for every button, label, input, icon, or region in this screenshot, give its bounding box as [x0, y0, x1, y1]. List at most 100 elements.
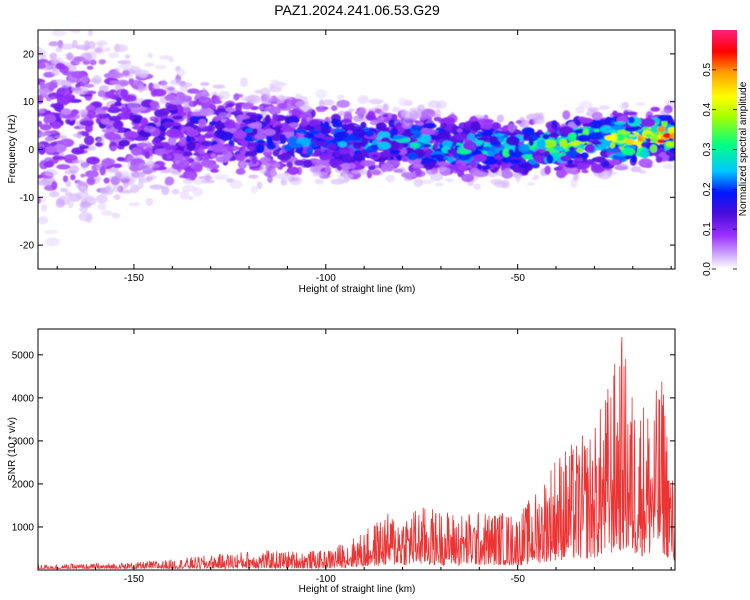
- heatmap-cell: [51, 181, 58, 190]
- heatmap-cell: [109, 89, 117, 93]
- heatmap-cell: [624, 127, 639, 132]
- heatmap-cell: [69, 164, 79, 174]
- heatmap-cell: [655, 156, 663, 163]
- heatmap-cell: [575, 162, 590, 170]
- heatmap-cell: [437, 166, 447, 173]
- heatmap-cell: [473, 171, 489, 178]
- heatmap-cell: [458, 164, 470, 171]
- heatmap-cell: [245, 159, 251, 163]
- heatmap-cell: [95, 40, 108, 47]
- heatmap-cell: [193, 164, 203, 173]
- heatmap-cell: [337, 141, 347, 148]
- heatmap-cell: [160, 79, 168, 90]
- heatmap-cell: [38, 146, 46, 155]
- heatmap-cell: [469, 159, 477, 167]
- heatmap-cell: [416, 121, 424, 126]
- heatmap-cell: [122, 70, 130, 76]
- heatmap-cell: [650, 106, 661, 112]
- heatmap-cell: [361, 137, 369, 146]
- heatmap-cell: [339, 148, 350, 155]
- heatmap-cell: [279, 134, 287, 145]
- heatmap-cell: [72, 159, 84, 164]
- heatmap-cell: [245, 150, 258, 157]
- snr-series-line: [38, 336, 675, 570]
- heatmap-cell: [357, 95, 369, 104]
- heatmap-cell: [117, 60, 132, 65]
- snr-frame: [37, 328, 676, 571]
- heatmap-cell: [114, 84, 120, 91]
- heatmap-cell: [44, 136, 55, 142]
- heatmap-cell: [96, 194, 108, 204]
- heatmap-cell: [99, 166, 106, 176]
- heatmap-cell: [38, 51, 45, 60]
- heatmap-cell: [528, 137, 534, 147]
- heatmap-cell: [163, 149, 170, 155]
- heatmap-cell: [473, 154, 487, 163]
- heatmap-cell: [408, 110, 419, 121]
- heatmap-cell: [127, 100, 140, 110]
- heatmap-cell: [380, 126, 390, 132]
- heatmap-cell: [543, 139, 557, 149]
- heatmap-cell: [52, 155, 66, 161]
- heatmap-cell: [584, 144, 595, 152]
- heatmap-cell: [53, 102, 65, 112]
- heatmap-cell: [131, 171, 140, 178]
- heatmap-cell: [481, 165, 491, 170]
- heatmap-cell: [533, 115, 545, 125]
- heatmap-cell: [123, 131, 139, 139]
- heatmap-cell: [574, 154, 582, 158]
- heatmap-cell: [213, 96, 219, 103]
- heatmap-cell: [109, 103, 117, 111]
- heatmap-cell: [159, 55, 173, 60]
- heatmap-cell: [102, 95, 109, 101]
- heatmap-cell: [314, 124, 322, 131]
- heatmap-cell: [86, 109, 97, 120]
- spectrogram-y-tick-label: 0: [28, 145, 34, 156]
- heatmap-cell: [62, 175, 69, 183]
- heatmap-cell: [99, 186, 112, 196]
- colorbar: 0.0 0.1 0.2 0.3 0.4 0.5 Normalized spectral a…: [702, 30, 749, 276]
- heatmap-cell: [615, 163, 629, 170]
- heatmap-cell: [413, 178, 423, 187]
- heatmap-cell: [542, 133, 550, 140]
- heatmap-cell: [360, 160, 376, 167]
- heatmap-cell: [144, 151, 150, 159]
- heatmap-cell: [113, 67, 120, 74]
- heatmap-cell: [403, 116, 412, 127]
- heatmap-cell: [645, 133, 652, 138]
- heatmap-cell: [591, 111, 603, 121]
- heatmap-cell: [446, 156, 454, 163]
- heatmap-cell: [462, 141, 477, 151]
- heatmap-cell: [76, 131, 82, 139]
- heatmap-cell: [288, 136, 297, 145]
- heatmap-cell: [215, 156, 231, 163]
- heatmap-cell: [382, 113, 389, 118]
- heatmap-cell: [274, 80, 285, 89]
- heatmap-cell: [527, 182, 535, 186]
- heatmap-cell: [51, 69, 60, 76]
- spectrogram-y-label: Frequency (Hz): [7, 115, 18, 184]
- heatmap-cell: [120, 88, 128, 98]
- snr-y-tick-label: 1000: [12, 522, 35, 533]
- heatmap-cell: [628, 116, 635, 124]
- colorbar-tick-label: 0.3: [702, 142, 713, 156]
- heatmap-cell: [235, 104, 242, 112]
- heatmap-cell: [247, 146, 255, 150]
- heatmap-cell: [669, 132, 675, 139]
- heatmap-cell: [392, 135, 405, 140]
- heatmap-cell: [565, 163, 578, 169]
- heatmap-cell: [92, 110, 107, 114]
- heatmap-cell: [225, 107, 236, 112]
- heatmap-cell: [344, 123, 356, 131]
- heatmap-cell: [382, 103, 389, 112]
- heatmap-cell: [39, 123, 52, 131]
- heatmap-cell: [179, 190, 190, 200]
- heatmap-cell: [192, 187, 204, 197]
- heatmap-cell: [295, 129, 307, 134]
- snr-y-label: SNR (10 * v/v): [7, 417, 18, 481]
- heatmap-cell: [201, 159, 214, 168]
- heatmap-cell: [109, 80, 121, 85]
- heatmap-cell: [340, 118, 352, 124]
- heatmap-cell: [353, 141, 362, 150]
- heatmap-cell: [250, 185, 258, 194]
